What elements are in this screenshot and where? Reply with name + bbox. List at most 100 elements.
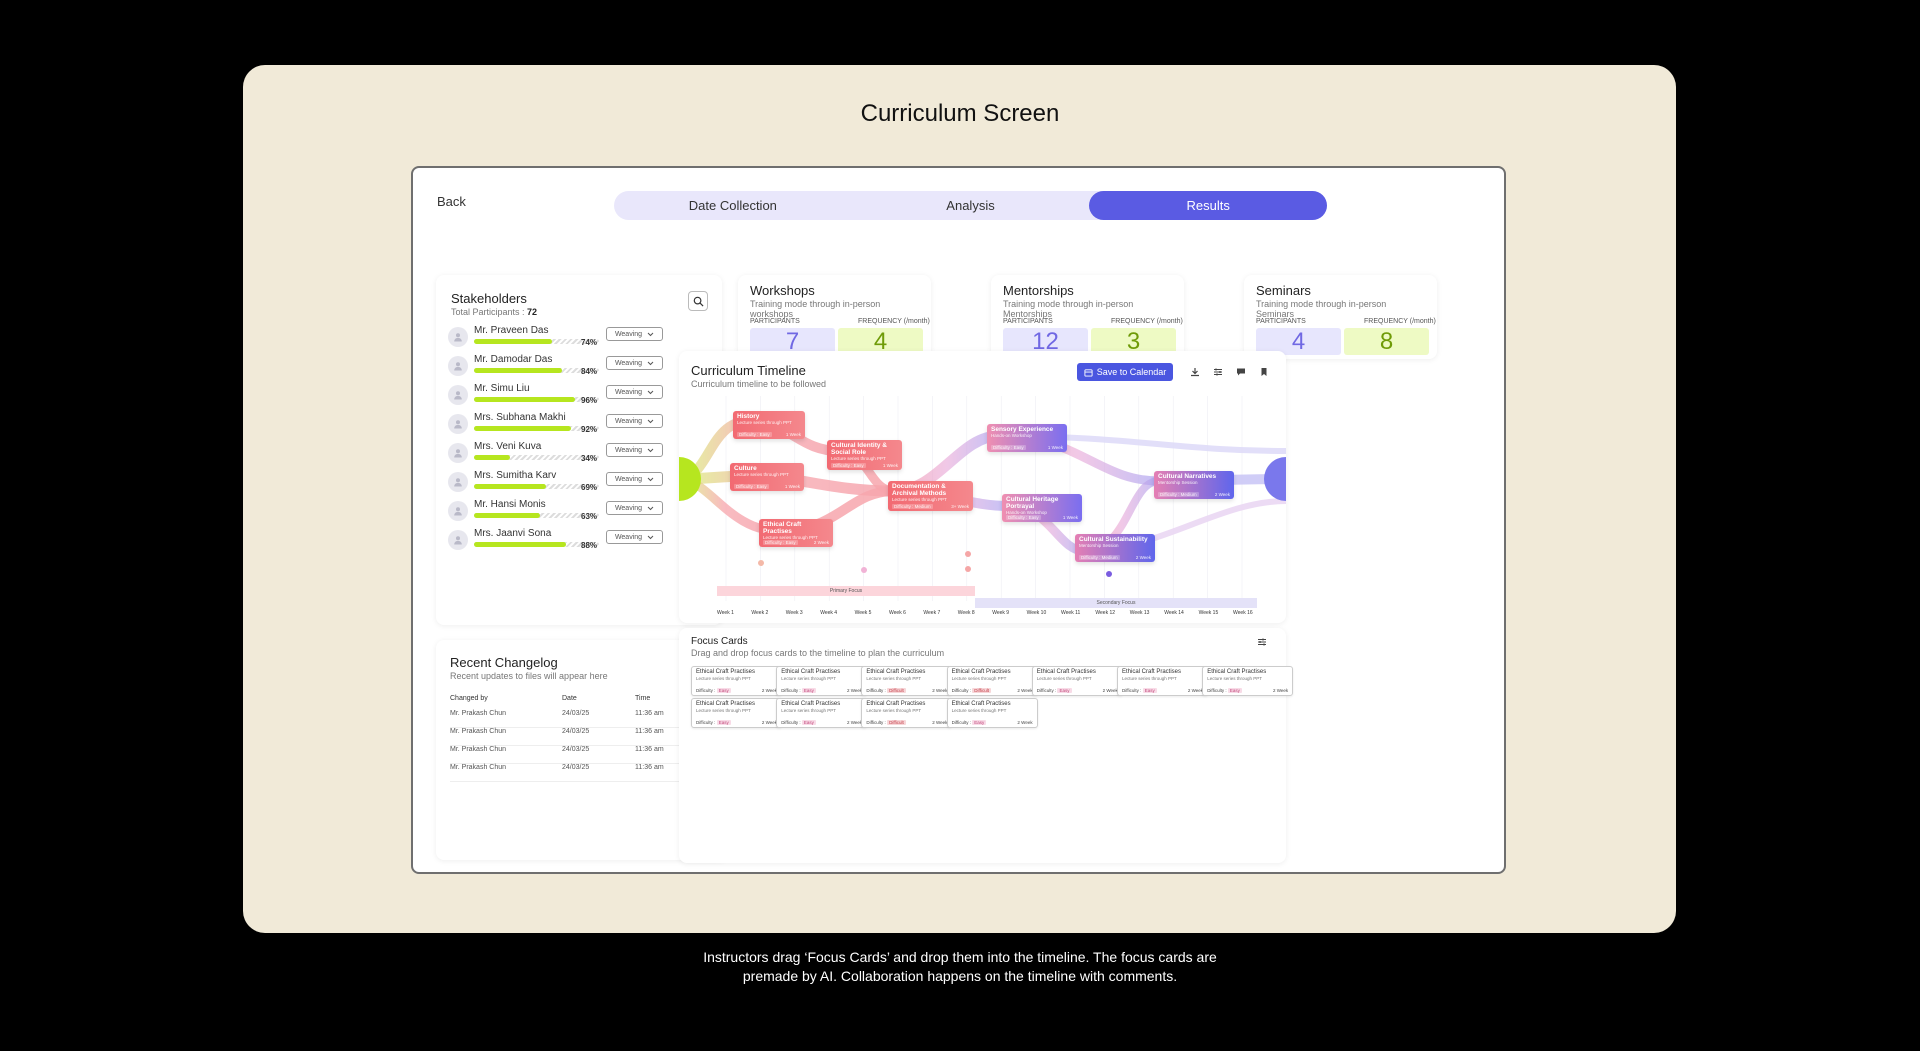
node-footer: Difficulty : Medium 2 Week [1079, 555, 1151, 560]
avatar [448, 414, 468, 434]
progress-percent: 88% [581, 541, 598, 550]
comment-marker[interactable] [1106, 571, 1112, 577]
download-button[interactable] [1188, 365, 1202, 379]
change-date: 24/03/25 [562, 728, 590, 735]
progress-fill [474, 484, 547, 489]
user-icon [454, 391, 462, 400]
changelog-panel: Recent Changelog Recent updates to files… [436, 640, 727, 860]
difficulty-badge: Difficult [887, 688, 906, 693]
focus-card-title: Ethical Craft Practises [951, 669, 1011, 675]
skill-dropdown[interactable]: Weaving [606, 472, 663, 486]
node-duration: 3+ Week [951, 504, 969, 509]
progress-percent: 74% [581, 338, 598, 347]
skill-dropdown[interactable]: Weaving [606, 327, 663, 341]
col-changed-by: Changed by [450, 695, 488, 702]
skill-dropdown[interactable]: Weaving [606, 356, 663, 370]
node-title: History [737, 413, 760, 420]
changelog-title: Recent Changelog [450, 655, 558, 670]
skill-dropdown[interactable]: Weaving [606, 443, 663, 457]
change-date: 24/03/25 [562, 764, 590, 771]
timeline-node[interactable]: Cultural Heritage Portrayal Hands-on Work… [1002, 494, 1082, 522]
skill-dropdown[interactable]: Weaving [606, 501, 663, 515]
node-difficulty: Difficulty : Medium [1158, 492, 1199, 497]
filter-button[interactable] [1211, 365, 1225, 379]
node-subtitle: Hands-on Workshop [1006, 510, 1047, 515]
stakeholder-row: Mrs. Veni Kuva 34% Weaving [448, 441, 710, 467]
node-subtitle: Mentorship Session [1158, 480, 1198, 485]
focus-card[interactable]: Ethical Craft Practises Lecture series th… [946, 666, 1038, 696]
week-label: Week 15 [1198, 610, 1219, 616]
comment-marker[interactable] [965, 551, 971, 557]
node-difficulty: Difficulty : Easy [737, 432, 772, 437]
node-duration: 1 Week [1062, 515, 1078, 520]
skill-dropdown-value: Weaving [614, 475, 643, 483]
tab-analysis[interactable]: Analysis [946, 198, 995, 213]
focus-card[interactable]: Ethical Craft Practises Lecture series th… [946, 698, 1038, 728]
week-label: Week 5 [854, 610, 872, 616]
progress-fill [474, 426, 571, 431]
stakeholders-title: Stakeholders [451, 291, 527, 306]
focus-card-footer: Difficulty : Easy 2 Week [1037, 688, 1118, 693]
timeline-node[interactable]: Sensory Experience Hands-on Workshop Diffi… [987, 424, 1067, 452]
week-label: Week 12 [1095, 610, 1116, 616]
timeline-node[interactable]: Cultural Identity & Social Role Lecture s… [827, 440, 902, 470]
stat-card-mentorships: Mentorships Training mode through in-pers… [991, 275, 1184, 359]
timeline-node[interactable]: History Lecture series through PPT Difficu… [733, 411, 805, 439]
timeline-node[interactable]: Cultural Sustainability Mentorship Sessio… [1075, 534, 1155, 562]
change-date: 24/03/25 [562, 710, 590, 717]
focus-card[interactable]: Ethical Craft Practises Lecture series th… [691, 698, 782, 728]
changelog-subtitle: Recent updates to files will appear here [450, 671, 608, 681]
focus-card-duration: 2 Week [932, 720, 948, 725]
skill-dropdown[interactable]: Weaving [606, 385, 663, 399]
participants-value: 12 [1003, 328, 1088, 355]
timeline-node[interactable]: Culture Lecture series through PPT Difficu… [730, 463, 804, 491]
difficulty-label: Difficulty : [696, 720, 716, 725]
node-subtitle: Lecture series through PPT [734, 472, 789, 477]
tab-date-collection[interactable]: Date Collection [688, 198, 777, 213]
focus-cards-settings-button[interactable] [1255, 635, 1269, 649]
comment-marker[interactable] [965, 566, 971, 572]
stat-subtitle: Training mode through in-person Seminars [1256, 299, 1387, 319]
focus-card-difficulty: Difficulty : Easy [1207, 688, 1242, 693]
bookmark-button[interactable] [1257, 365, 1271, 379]
col-time: Time [635, 695, 651, 702]
focus-card[interactable]: Ethical Craft Practises Lecture series th… [1031, 666, 1123, 696]
timeline-node[interactable]: Cultural Narratives Mentorship Session Dif… [1154, 471, 1234, 499]
focus-card[interactable]: Ethical Craft Practises Lecture series th… [861, 698, 953, 728]
comment-marker[interactable] [861, 567, 867, 573]
user-icon [454, 420, 462, 429]
search-button[interactable] [688, 291, 708, 311]
difficulty-label: Difficulty : [1036, 688, 1057, 693]
save-to-calendar-button[interactable]: Save to Calendar [1077, 363, 1173, 381]
focus-cards-subtitle: Drag and drop focus cards to the timelin… [691, 648, 945, 658]
timeline-node[interactable]: Documentation & Archival Methods Lecture … [888, 481, 973, 511]
frequency-label: FREQUENCY (/month) [858, 318, 930, 325]
week-label: Week 3 [785, 610, 803, 616]
stat-card-workshops: Workshops Training mode through in-person… [738, 275, 931, 359]
focus-card[interactable]: Ethical Craft Practises Lecture series th… [776, 666, 868, 696]
focus-card[interactable]: Ethical Craft Practises Lecture series th… [1117, 666, 1208, 696]
week-label: Week 11 [1061, 610, 1081, 616]
focus-card[interactable]: Ethical Craft Practises Lecture series th… [776, 698, 868, 728]
filter-icon [1214, 368, 1222, 376]
comment-marker[interactable] [758, 560, 764, 566]
focus-card[interactable]: Ethical Craft Practises Lecture series th… [861, 666, 953, 696]
node-duration: 1 Week [1047, 445, 1063, 450]
stakeholder-row: Mrs. Subhana Makhi 92% Weaving [448, 412, 710, 438]
back-button[interactable]: Back [437, 194, 466, 209]
focus-card-duration: 2 Week [847, 720, 863, 725]
focus-card-subtitle: Lecture series through PPT [1122, 676, 1177, 681]
chevron-down-icon [647, 477, 654, 481]
skill-dropdown[interactable]: Weaving [606, 530, 663, 544]
comment-button[interactable] [1234, 365, 1248, 379]
change-time: 11:36 am [635, 710, 664, 717]
focus-card[interactable]: Ethical Craft Practises Lecture series th… [691, 666, 782, 696]
focus-card-footer: Difficulty : Easy 2 Week [1207, 688, 1288, 693]
timeline-node[interactable]: Ethical Craft Practises Lecture series th… [759, 519, 833, 547]
calendar-icon [1084, 368, 1093, 377]
focus-card[interactable]: Ethical Craft Practises Lecture series th… [1202, 666, 1294, 696]
skill-dropdown[interactable]: Weaving [606, 414, 663, 428]
tab-results[interactable]: Results [1089, 191, 1328, 220]
participants-label: PARTICIPANTS [1003, 318, 1053, 325]
